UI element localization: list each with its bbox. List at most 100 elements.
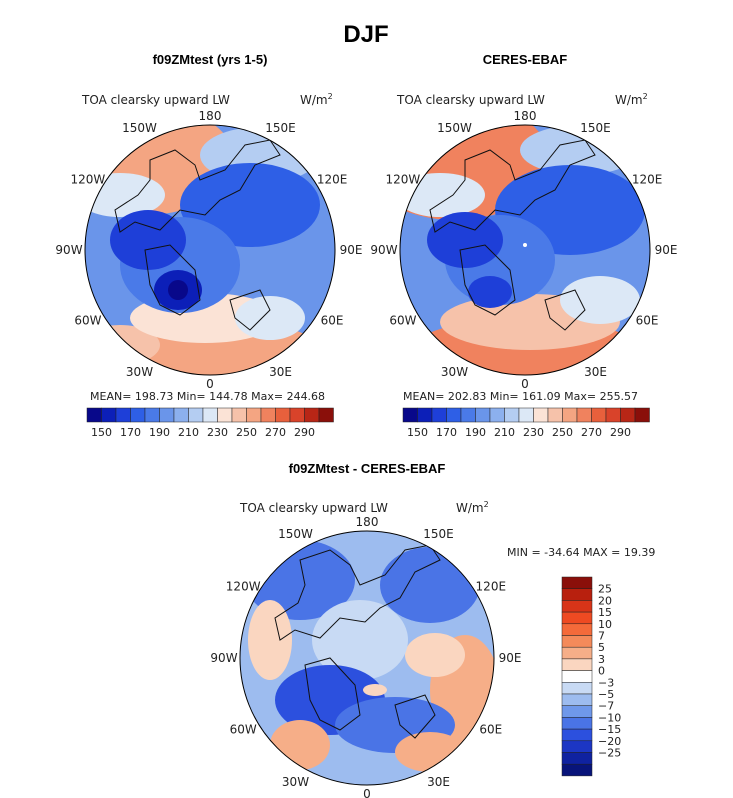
- colorbar-tick-label: −10: [598, 711, 621, 724]
- colorbar-swatch: [304, 407, 320, 423]
- coastline-obs: [429, 139, 596, 331]
- colorbar-swatch: [289, 407, 305, 423]
- lon-label: 90E: [340, 243, 363, 257]
- lon-label: 30E: [427, 775, 450, 789]
- panel-model: f09ZMtest (yrs 1-5) TOA clearsky upward …: [55, 52, 362, 439]
- colorbar-swatch: [605, 407, 621, 423]
- lon-label: 90E: [655, 243, 678, 257]
- map-boundary-model: [84, 124, 336, 376]
- colorbar-tick-label: −3: [598, 676, 614, 689]
- panel-title-obs: CERES-EBAF: [483, 52, 568, 67]
- colorbar-tick-label: 150: [407, 426, 428, 439]
- colorbar-swatch: [231, 407, 247, 423]
- diff-region-alaska-pos: [248, 600, 292, 680]
- panel-title-model: f09ZMtest (yrs 1-5): [153, 52, 268, 67]
- colorbar-swatch: [446, 407, 462, 423]
- lon-label: 60W: [230, 723, 257, 737]
- lon-label: 120E: [317, 173, 348, 187]
- colorbar-swatch: [144, 407, 160, 423]
- lon-label: 90W: [370, 243, 397, 257]
- panel-title-diff: f09ZMtest - CERES-EBAF: [289, 461, 446, 476]
- panel-diff: f09ZMtest - CERES-EBAF TOA clearsky upwa…: [210, 461, 655, 798]
- colorbar-swatch: [561, 658, 593, 671]
- colorbar-swatch: [460, 407, 476, 423]
- panel-variable-model: TOA clearsky upward LW: [81, 93, 230, 107]
- colorbar-swatch: [634, 407, 650, 423]
- colorbar-tick-label: 210: [494, 426, 515, 439]
- map-boundary-obs: [399, 124, 651, 376]
- colorbar-tick-label: −5: [598, 688, 614, 701]
- colorbar-swatch: [318, 407, 334, 423]
- stats-obs: MEAN= 202.83 Min= 161.09 Max= 255.57: [403, 390, 638, 403]
- colorbar-tick-label: 20: [598, 594, 612, 607]
- colorbar-swatch: [561, 717, 593, 730]
- lon-label: 60E: [479, 723, 502, 737]
- colorbar-tick-label: 5: [598, 641, 605, 654]
- lon-label: 150W: [278, 527, 313, 541]
- lon-label: 60E: [636, 314, 659, 328]
- lon-label: 90E: [499, 651, 522, 665]
- stats-model: MEAN= 198.73 Min= 144.78 Max= 244.68: [90, 390, 325, 403]
- colorbar-tick-label: 250: [552, 426, 573, 439]
- colorbar-tick-label: 7: [598, 630, 605, 643]
- panel-variable-obs: TOA clearsky upward LW: [396, 93, 545, 107]
- lon-label: 30E: [584, 365, 607, 379]
- panel-obs: CERES-EBAF TOA clearsky upward LW W/m2 1…: [370, 52, 678, 439]
- colorbar-tick-label: −7: [598, 700, 614, 713]
- lon-label: 180: [356, 515, 379, 529]
- diff-region-arctic-weak: [312, 600, 408, 680]
- pole-missing-value: [523, 243, 527, 247]
- lon-label: 180: [199, 109, 222, 123]
- colorbar-swatch: [260, 407, 276, 423]
- colorbar-tick-label: 270: [265, 426, 286, 439]
- lon-label: 150E: [580, 121, 611, 135]
- colorbar-tick-label: 3: [598, 653, 605, 666]
- lon-label: 120E: [632, 173, 663, 187]
- lon-label: 60W: [74, 314, 101, 328]
- colorbar-swatch: [561, 670, 593, 683]
- panel-units-diff: W/m2: [456, 500, 489, 515]
- colorbar-tick-label: 10: [598, 618, 612, 631]
- lon-label: 90W: [210, 651, 237, 665]
- colorbar-tick-label: 210: [178, 426, 199, 439]
- colorbar-model: 150 170 190 210 230 250 270 290: [86, 407, 334, 439]
- field-region-scandinavia: [560, 276, 640, 324]
- lon-label: 120W: [71, 173, 106, 187]
- panel-variable-diff: TOA clearsky upward LW: [239, 501, 388, 515]
- field-region-canada-cold: [110, 210, 186, 270]
- lon-label: 60W: [389, 314, 416, 328]
- colorbar-tick-label: 290: [294, 426, 315, 439]
- colorbar-swatch: [561, 646, 593, 660]
- lon-label: 90W: [55, 243, 82, 257]
- colorbar-swatch: [246, 407, 262, 423]
- colorbar-tick-label: 150: [91, 426, 112, 439]
- lon-labels-model: 180 150E 120E 90E 60E 30E 0 30W 60W 90W 120W 150W: [55, 109, 362, 391]
- lon-label: 120W: [226, 580, 261, 594]
- colorbar-swatch: [562, 407, 578, 423]
- colorbar-swatch: [402, 407, 418, 423]
- colorbar-swatch: [561, 763, 593, 777]
- colorbar-swatch: [217, 407, 233, 423]
- lon-label: 180: [514, 109, 537, 123]
- colorbar-swatch: [561, 600, 593, 613]
- colorbar-tick-label: 190: [149, 426, 170, 439]
- colorbar-swatch: [620, 407, 636, 423]
- colorbar-tick-label: 250: [236, 426, 257, 439]
- lon-label: 0: [521, 377, 529, 391]
- panel-units-model: W/m2: [300, 92, 333, 107]
- lon-label: 30W: [441, 365, 468, 379]
- colorbar-tick-label: 190: [465, 426, 486, 439]
- field-region-greenland-min: [168, 280, 188, 300]
- lon-label: 60E: [321, 314, 344, 328]
- map-boundary-diff: [239, 530, 495, 786]
- colorbar-tick-label: 170: [120, 426, 141, 439]
- colorbar-swatch: [275, 407, 291, 423]
- colorbar-swatch: [561, 752, 593, 765]
- colorbar-swatch: [561, 635, 593, 648]
- colorbar-swatch: [489, 407, 505, 423]
- colorbar-swatch: [101, 407, 117, 423]
- lon-label: 150W: [122, 121, 157, 135]
- colorbar-tick-label: −20: [598, 735, 621, 748]
- coastline-model: [114, 139, 281, 331]
